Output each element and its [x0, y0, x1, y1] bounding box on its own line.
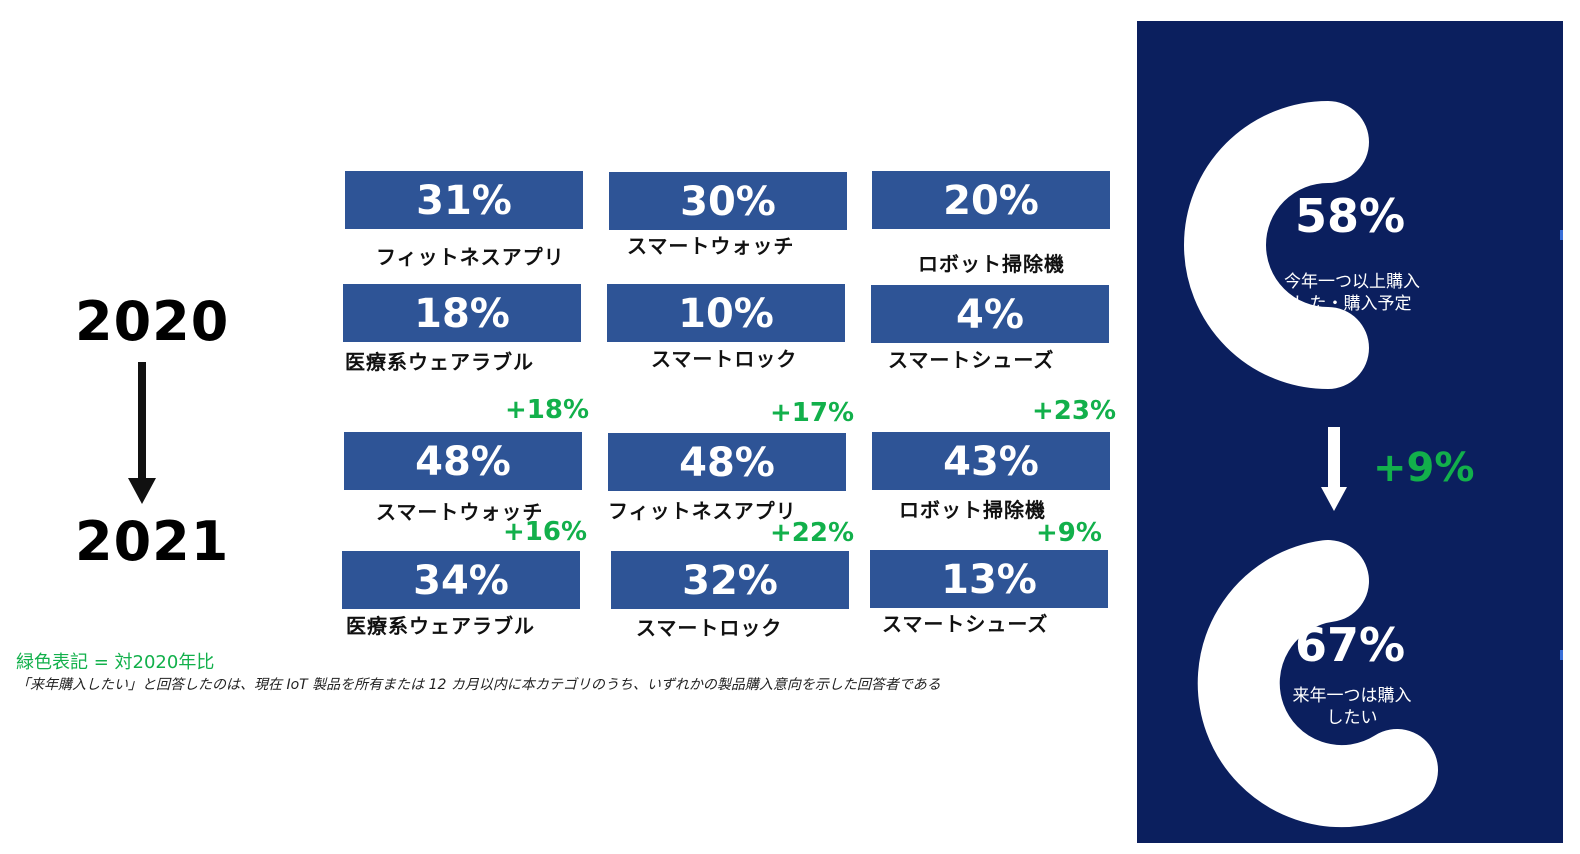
category-label-2021: フィットネスアプリ: [608, 499, 797, 523]
year-2020-label: 2020: [75, 290, 230, 353]
category-label-2020: スマートロック: [651, 347, 798, 371]
legend-note: 緑色表記 = 対2020年比: [16, 652, 215, 673]
value-box-2021: 43%: [872, 432, 1110, 490]
category-label-2021: スマートシューズ: [882, 612, 1049, 636]
value-box-2020: 4%: [871, 285, 1109, 343]
value-box-2020: 10%: [607, 284, 845, 342]
value-box-2020: 18%: [343, 284, 581, 342]
ring-top: [1184, 101, 1369, 389]
category-label-2020: ロボット掃除機: [918, 252, 1065, 276]
year-2021-label: 2021: [75, 510, 230, 573]
category-label-2021: スマートロック: [636, 616, 783, 640]
panel-change: +9%: [1373, 445, 1475, 491]
summary-panel: 58% 今年一つ以上購入 した・購入予定 +9% 67% 来年一つは購入 したい: [1137, 21, 1563, 843]
value-box-2020: 20%: [872, 171, 1110, 229]
panel-arrow-shaft: [1328, 427, 1340, 489]
change-label: +22%: [770, 518, 855, 548]
footnote: 「来年購入したい」と回答したのは、現在 IoT 製品を所有または 12 カ月以内…: [16, 677, 941, 693]
value-box-2021: 34%: [342, 551, 580, 609]
change-label: +16%: [503, 517, 588, 547]
change-label: +23%: [1032, 396, 1117, 426]
category-label-2021: ロボット掃除機: [899, 498, 1046, 522]
ring-bottom: [1197, 540, 1438, 828]
value-box-2021: 13%: [870, 550, 1108, 608]
year-arrow-shaft: [138, 362, 146, 480]
ring-bottom-label: 来年一つは購入 したい: [1292, 686, 1412, 728]
edge-tick: [1560, 650, 1563, 660]
panel-down-arrow-icon: [1321, 487, 1347, 511]
category-label-2021: スマートウォッチ: [376, 500, 544, 524]
category-label-2021: 医療系ウェアラブル: [346, 614, 535, 638]
category-label-2020: スマートウォッチ: [627, 234, 795, 258]
value-box-2020: 31%: [345, 171, 583, 229]
change-label: +9%: [1036, 518, 1102, 548]
value-box-2021: 48%: [608, 433, 846, 491]
down-arrow-icon: [128, 478, 156, 504]
value-box-2021: 48%: [344, 432, 582, 490]
value-box-2021: 32%: [611, 551, 849, 609]
edge-tick: [1560, 230, 1563, 240]
change-label: +18%: [505, 395, 590, 425]
category-label-2020: フィットネスアプリ: [376, 245, 565, 269]
ring-graphics: [1184, 101, 1438, 828]
ring-bottom-value: 67%: [1295, 618, 1406, 672]
category-label-2020: スマートシューズ: [888, 348, 1055, 372]
category-label-2020: 医療系ウェアラブル: [345, 350, 534, 374]
ring-top-value: 58%: [1295, 189, 1406, 243]
change-label: +17%: [770, 398, 855, 428]
ring-top-label: 今年一つ以上購入 した・購入予定: [1284, 272, 1420, 314]
value-box-2020: 30%: [609, 172, 847, 230]
